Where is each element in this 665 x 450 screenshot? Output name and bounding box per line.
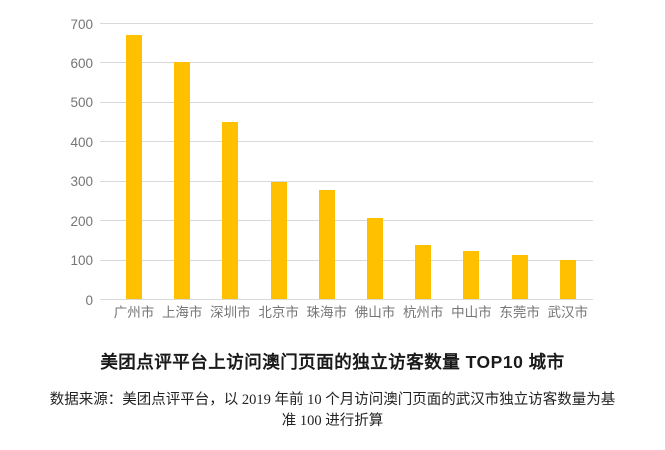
source-note-line-1: 数据来源：美团点评平台，以 2019 年前 10 个月访问澳门页面的武汉市独立访… [49,392,616,408]
source-note-line-2: 准 100 进行折算 [281,413,384,429]
x-tick-label-东莞市: 东莞市 [499,305,540,320]
bar-珠海市 [318,189,335,299]
bar-上海市 [174,62,191,299]
bar-中山市 [463,250,480,299]
x-tick-label-珠海市: 珠海市 [306,305,348,320]
y-tick-label-600: 600 [70,55,93,71]
gridline-600 [100,62,593,64]
gridline-500 [100,101,593,103]
x-tick-label-武汉市: 武汉市 [547,305,589,320]
bar-杭州市 [415,245,432,299]
gridline-200 [100,220,593,222]
y-tick-label-300: 300 [70,174,93,190]
chart-title: 美团点评平台上访问澳门页面的独立访客数量 TOP10 城市 [100,352,565,372]
bar-东莞市 [511,255,528,299]
y-tick-label-200: 200 [70,213,93,229]
y-tick-label-100: 100 [70,253,93,269]
bar-北京市 [270,181,287,299]
gridline-100 [100,259,593,261]
plot-area [100,23,593,300]
bar-武汉市 [559,259,576,299]
source-note: 数据来源：美团点评平台，以 2019 年前 10 个月访问澳门页面的武汉市独立访… [0,390,665,432]
y-tick-label-700: 700 [70,16,93,32]
y-tick-label-500: 500 [70,95,93,111]
gridline-0 [100,299,593,300]
x-axis-labels: 广州市 上海市 深圳市 北京市 珠海市 佛山市 杭州市 中山市 东莞市 武汉市 [100,305,593,325]
x-tick-label-广州市: 广州市 [113,305,155,320]
x-tick-label-北京市: 北京市 [258,305,299,320]
y-axis-labels: 0 100 200 300 400 500 600 700 [0,17,93,308]
gridline-300 [100,180,593,182]
y-tick-label-0: 0 [85,292,93,308]
x-tick-label-上海市: 上海市 [161,305,203,320]
gridline-400 [100,141,593,143]
bar-佛山市 [367,217,383,299]
y-tick-label-400: 400 [70,134,93,150]
x-tick-label-杭州市: 杭州市 [402,305,444,320]
x-tick-label-中山市: 中山市 [451,305,492,320]
x-tick-label-深圳市: 深圳市 [210,305,251,320]
bar-深圳市 [222,121,239,299]
gridline-700 [100,23,593,24]
x-tick-label-佛山市: 佛山市 [354,305,396,320]
bar-广州市 [126,34,142,299]
